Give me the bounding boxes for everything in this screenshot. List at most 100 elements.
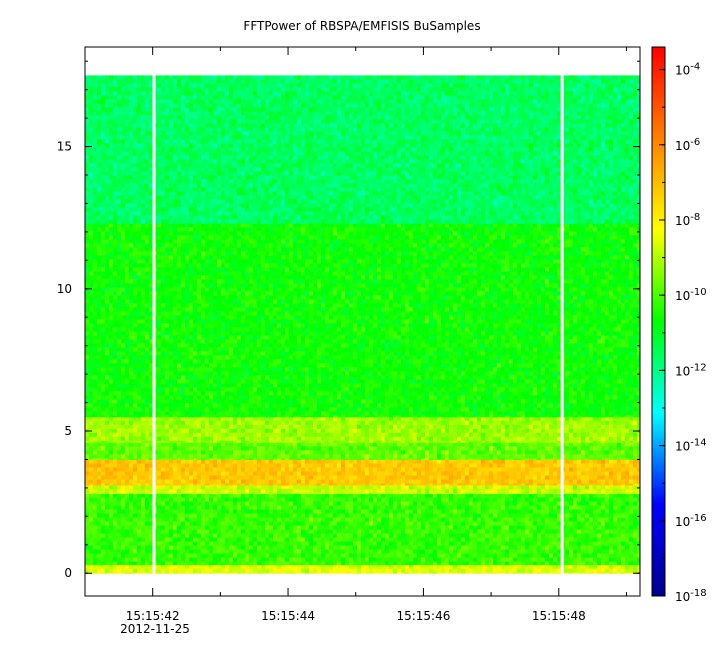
- heatmap-cell: [205, 475, 210, 480]
- heatmap-cell: [241, 513, 246, 518]
- heatmap-cell: [405, 485, 410, 490]
- heatmap-cell: [305, 557, 310, 562]
- heatmap-cell: [393, 517, 398, 522]
- heatmap-cell: [505, 454, 510, 459]
- heatmap-cell: [409, 561, 414, 566]
- heatmap-cell: [513, 493, 518, 495]
- heatmap-cell: [217, 467, 222, 472]
- heatmap-cell: [117, 545, 122, 550]
- heatmap-cell: [317, 463, 322, 468]
- heatmap-cell: [417, 454, 422, 459]
- heatmap-cell: [537, 493, 542, 498]
- heatmap-cell: [397, 485, 402, 490]
- heatmap-cell: [157, 459, 162, 464]
- heatmap-cell: [497, 541, 502, 546]
- heatmap-cell: [185, 459, 190, 464]
- heatmap-cell: [597, 509, 602, 514]
- heatmap-cell: [213, 533, 218, 538]
- heatmap-cell: [293, 446, 298, 451]
- heatmap-cell: [265, 517, 270, 522]
- heatmap-cell: [285, 489, 290, 494]
- heatmap-cell: [357, 471, 362, 476]
- heatmap-cell: [569, 475, 574, 480]
- heatmap-cell: [333, 485, 338, 490]
- heatmap-cell: [597, 471, 602, 476]
- heatmap-cell: [573, 537, 578, 542]
- heatmap-cell: [257, 533, 262, 538]
- heatmap-cell: [345, 521, 350, 526]
- heatmap-cell: [469, 568, 474, 574]
- heatmap-cell: [133, 475, 138, 480]
- heatmap-cell: [625, 493, 630, 495]
- heatmap-cell: [353, 446, 358, 451]
- heatmap-cell: [565, 471, 570, 476]
- heatmap-cell: [337, 501, 342, 506]
- heatmap-cell: [289, 529, 294, 534]
- heatmap-cell: [341, 521, 346, 526]
- heatmap-cell: [489, 493, 494, 495]
- heatmap-cell: [345, 545, 350, 550]
- heatmap-cell: [281, 483, 286, 486]
- heatmap-cell: [209, 493, 214, 498]
- heatmap-cell: [117, 557, 122, 562]
- heatmap-cell: [605, 442, 610, 447]
- heatmap-cell: [573, 533, 578, 538]
- heatmap-cell: [405, 501, 410, 506]
- heatmap-cell: [453, 529, 458, 534]
- heatmap-cell: [337, 479, 342, 484]
- heatmap-cell: [441, 485, 446, 490]
- heatmap-cell: [325, 450, 330, 455]
- heatmap-cell: [265, 509, 270, 514]
- heatmap-cell: [109, 549, 114, 554]
- heatmap-cell: [485, 509, 490, 514]
- heatmap-cell: [137, 537, 142, 542]
- heatmap-cell: [429, 489, 434, 494]
- heatmap-cell: [441, 568, 446, 574]
- heatmap-cell: [125, 549, 130, 554]
- heatmap-cell: [417, 463, 422, 468]
- heatmap-cell: [101, 479, 106, 484]
- heatmap-cell: [197, 493, 202, 495]
- heatmap-cell: [385, 459, 390, 464]
- heatmap-cell: [525, 505, 530, 510]
- heatmap-cell: [629, 572, 634, 574]
- heatmap-cell: [545, 483, 550, 486]
- heatmap-cell: [225, 493, 230, 495]
- heatmap-cell: [293, 497, 298, 502]
- heatmap-cell: [313, 537, 318, 542]
- heatmap-cell: [213, 501, 218, 506]
- heatmap-cell: [537, 463, 542, 468]
- heatmap-cell: [485, 557, 490, 562]
- heatmap-cell: [573, 505, 578, 510]
- heatmap-cell: [589, 549, 594, 554]
- heatmap-cell: [201, 467, 206, 472]
- heatmap-cell: [305, 467, 310, 472]
- heatmap-cell: [613, 572, 618, 574]
- heatmap-cell: [353, 475, 358, 480]
- heatmap-cell: [85, 568, 90, 574]
- heatmap-cell: [613, 450, 618, 455]
- heatmap-cell: [257, 446, 262, 451]
- heatmap-cell: [113, 537, 118, 542]
- heatmap-cell: [385, 541, 390, 546]
- heatmap-cell: [301, 513, 306, 518]
- heatmap-cell: [253, 557, 258, 562]
- heatmap-cell: [233, 545, 238, 550]
- heatmap-cell: [185, 557, 190, 562]
- heatmap-cell: [445, 568, 450, 574]
- heatmap-cell: [593, 479, 598, 484]
- heatmap-cell: [293, 505, 298, 510]
- heatmap-cell: [521, 549, 526, 554]
- heatmap-cell: [417, 493, 422, 498]
- heatmap-cell: [265, 442, 270, 447]
- heatmap-cell: [241, 459, 246, 464]
- heatmap-cell: [629, 493, 634, 495]
- heatmap-cell: [157, 454, 162, 459]
- heatmap-cell: [237, 521, 242, 526]
- heatmap-cell: [389, 545, 394, 550]
- heatmap-cell: [477, 545, 482, 550]
- heatmap-cell: [93, 564, 98, 570]
- heatmap-cell: [145, 549, 150, 554]
- heatmap-cell: [149, 561, 154, 566]
- heatmap-cell: [293, 549, 298, 554]
